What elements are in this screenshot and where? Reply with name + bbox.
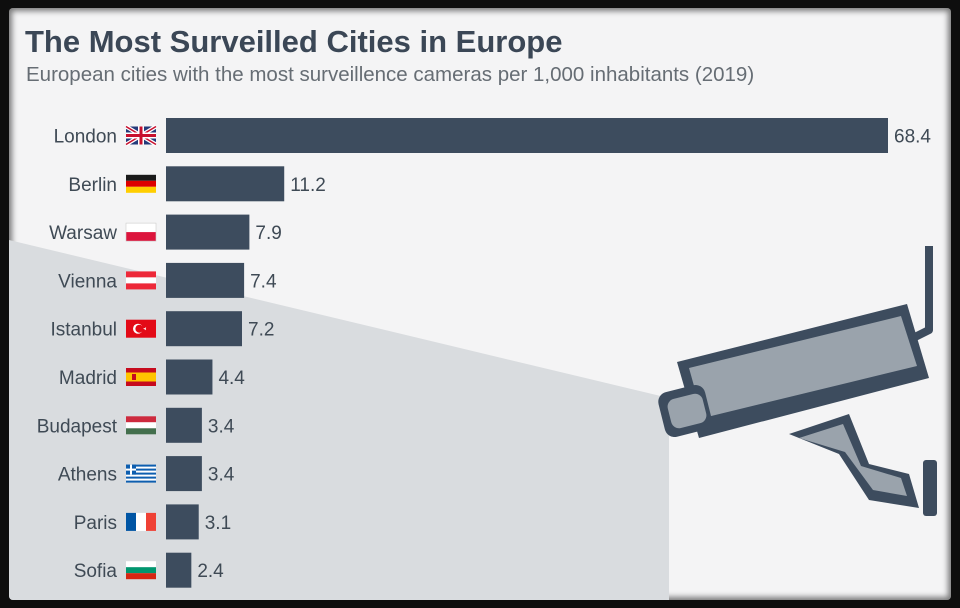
hungary-flag-icon: [126, 416, 156, 435]
bar-row: Berlin 11.2: [68, 166, 326, 202]
chart-subtitle: European cities with the most surveillen…: [26, 63, 755, 86]
bar: [166, 262, 245, 298]
surveillance-camera-icon: [658, 246, 937, 516]
value-label: 2.4: [197, 561, 224, 582]
value-label: 3.4: [208, 465, 235, 486]
category-label: Istanbul: [50, 320, 117, 341]
value-label: 7.4: [250, 271, 277, 292]
bulgaria-flag-icon: [126, 561, 156, 580]
bar-row: Budapest 3.4: [37, 407, 235, 443]
value-label: 11.2: [290, 175, 326, 196]
value-label: 3.1: [205, 513, 231, 534]
bar-row: Athens 3.4: [58, 456, 235, 492]
category-label: Warsaw: [49, 223, 117, 244]
bar: [166, 504, 199, 540]
uk-flag-icon: [124, 124, 158, 147]
category-label: Paris: [74, 513, 117, 534]
bar: [166, 214, 250, 250]
greece-flag-icon: [126, 464, 156, 483]
bar: [166, 456, 202, 492]
category-label: Madrid: [59, 368, 117, 389]
category-label: Vienna: [58, 271, 117, 292]
bar-row: Istanbul 7.2: [50, 311, 274, 347]
value-label: 7.9: [255, 223, 281, 244]
category-label: Berlin: [68, 175, 117, 196]
bar-row: Sofia 2.4: [74, 552, 224, 588]
bar-row: London 68.4: [54, 118, 931, 153]
chart-title: The Most Surveilled Cities in Europe: [25, 24, 563, 59]
value-label: 4.4: [218, 368, 245, 389]
bar: [166, 118, 888, 153]
bar-row: Vienna 7.4: [58, 262, 277, 298]
bar: [166, 311, 242, 347]
category-label: Athens: [58, 465, 117, 486]
category-label: London: [54, 127, 117, 148]
spain-flag-icon: [126, 368, 156, 386]
bar-chart-svg: London 68.4 Berlin 11.2 Warsaw 7.9 Vienna 7.4 Is…: [37, 118, 931, 588]
bar-chart: London 68.4 Berlin 11.2 Warsaw 7.9 Vienna 7.4 Is…: [9, 8, 951, 600]
poland-flag-icon: [125, 222, 157, 242]
germany-flag-icon: [126, 174, 156, 193]
value-label: 3.4: [208, 416, 235, 437]
category-label: Budapest: [37, 416, 118, 437]
value-label: 68.4: [894, 127, 931, 148]
bar-row: Warsaw 7.9: [49, 214, 282, 250]
france-flag-icon: [126, 512, 156, 531]
turkey-flag-icon: [126, 319, 156, 338]
value-label: 7.2: [248, 320, 274, 341]
bar: [166, 407, 202, 443]
bar-row: Madrid 4.4: [59, 359, 245, 395]
bar-row: Paris 3.1: [74, 504, 231, 540]
bar: [166, 166, 285, 202]
bar: [166, 552, 192, 588]
infographic-card: The Most Surveilled Cities in Europe Eur…: [9, 8, 951, 600]
category-label: Sofia: [74, 561, 118, 582]
bar: [166, 359, 213, 395]
austria-flag-icon: [126, 271, 156, 290]
